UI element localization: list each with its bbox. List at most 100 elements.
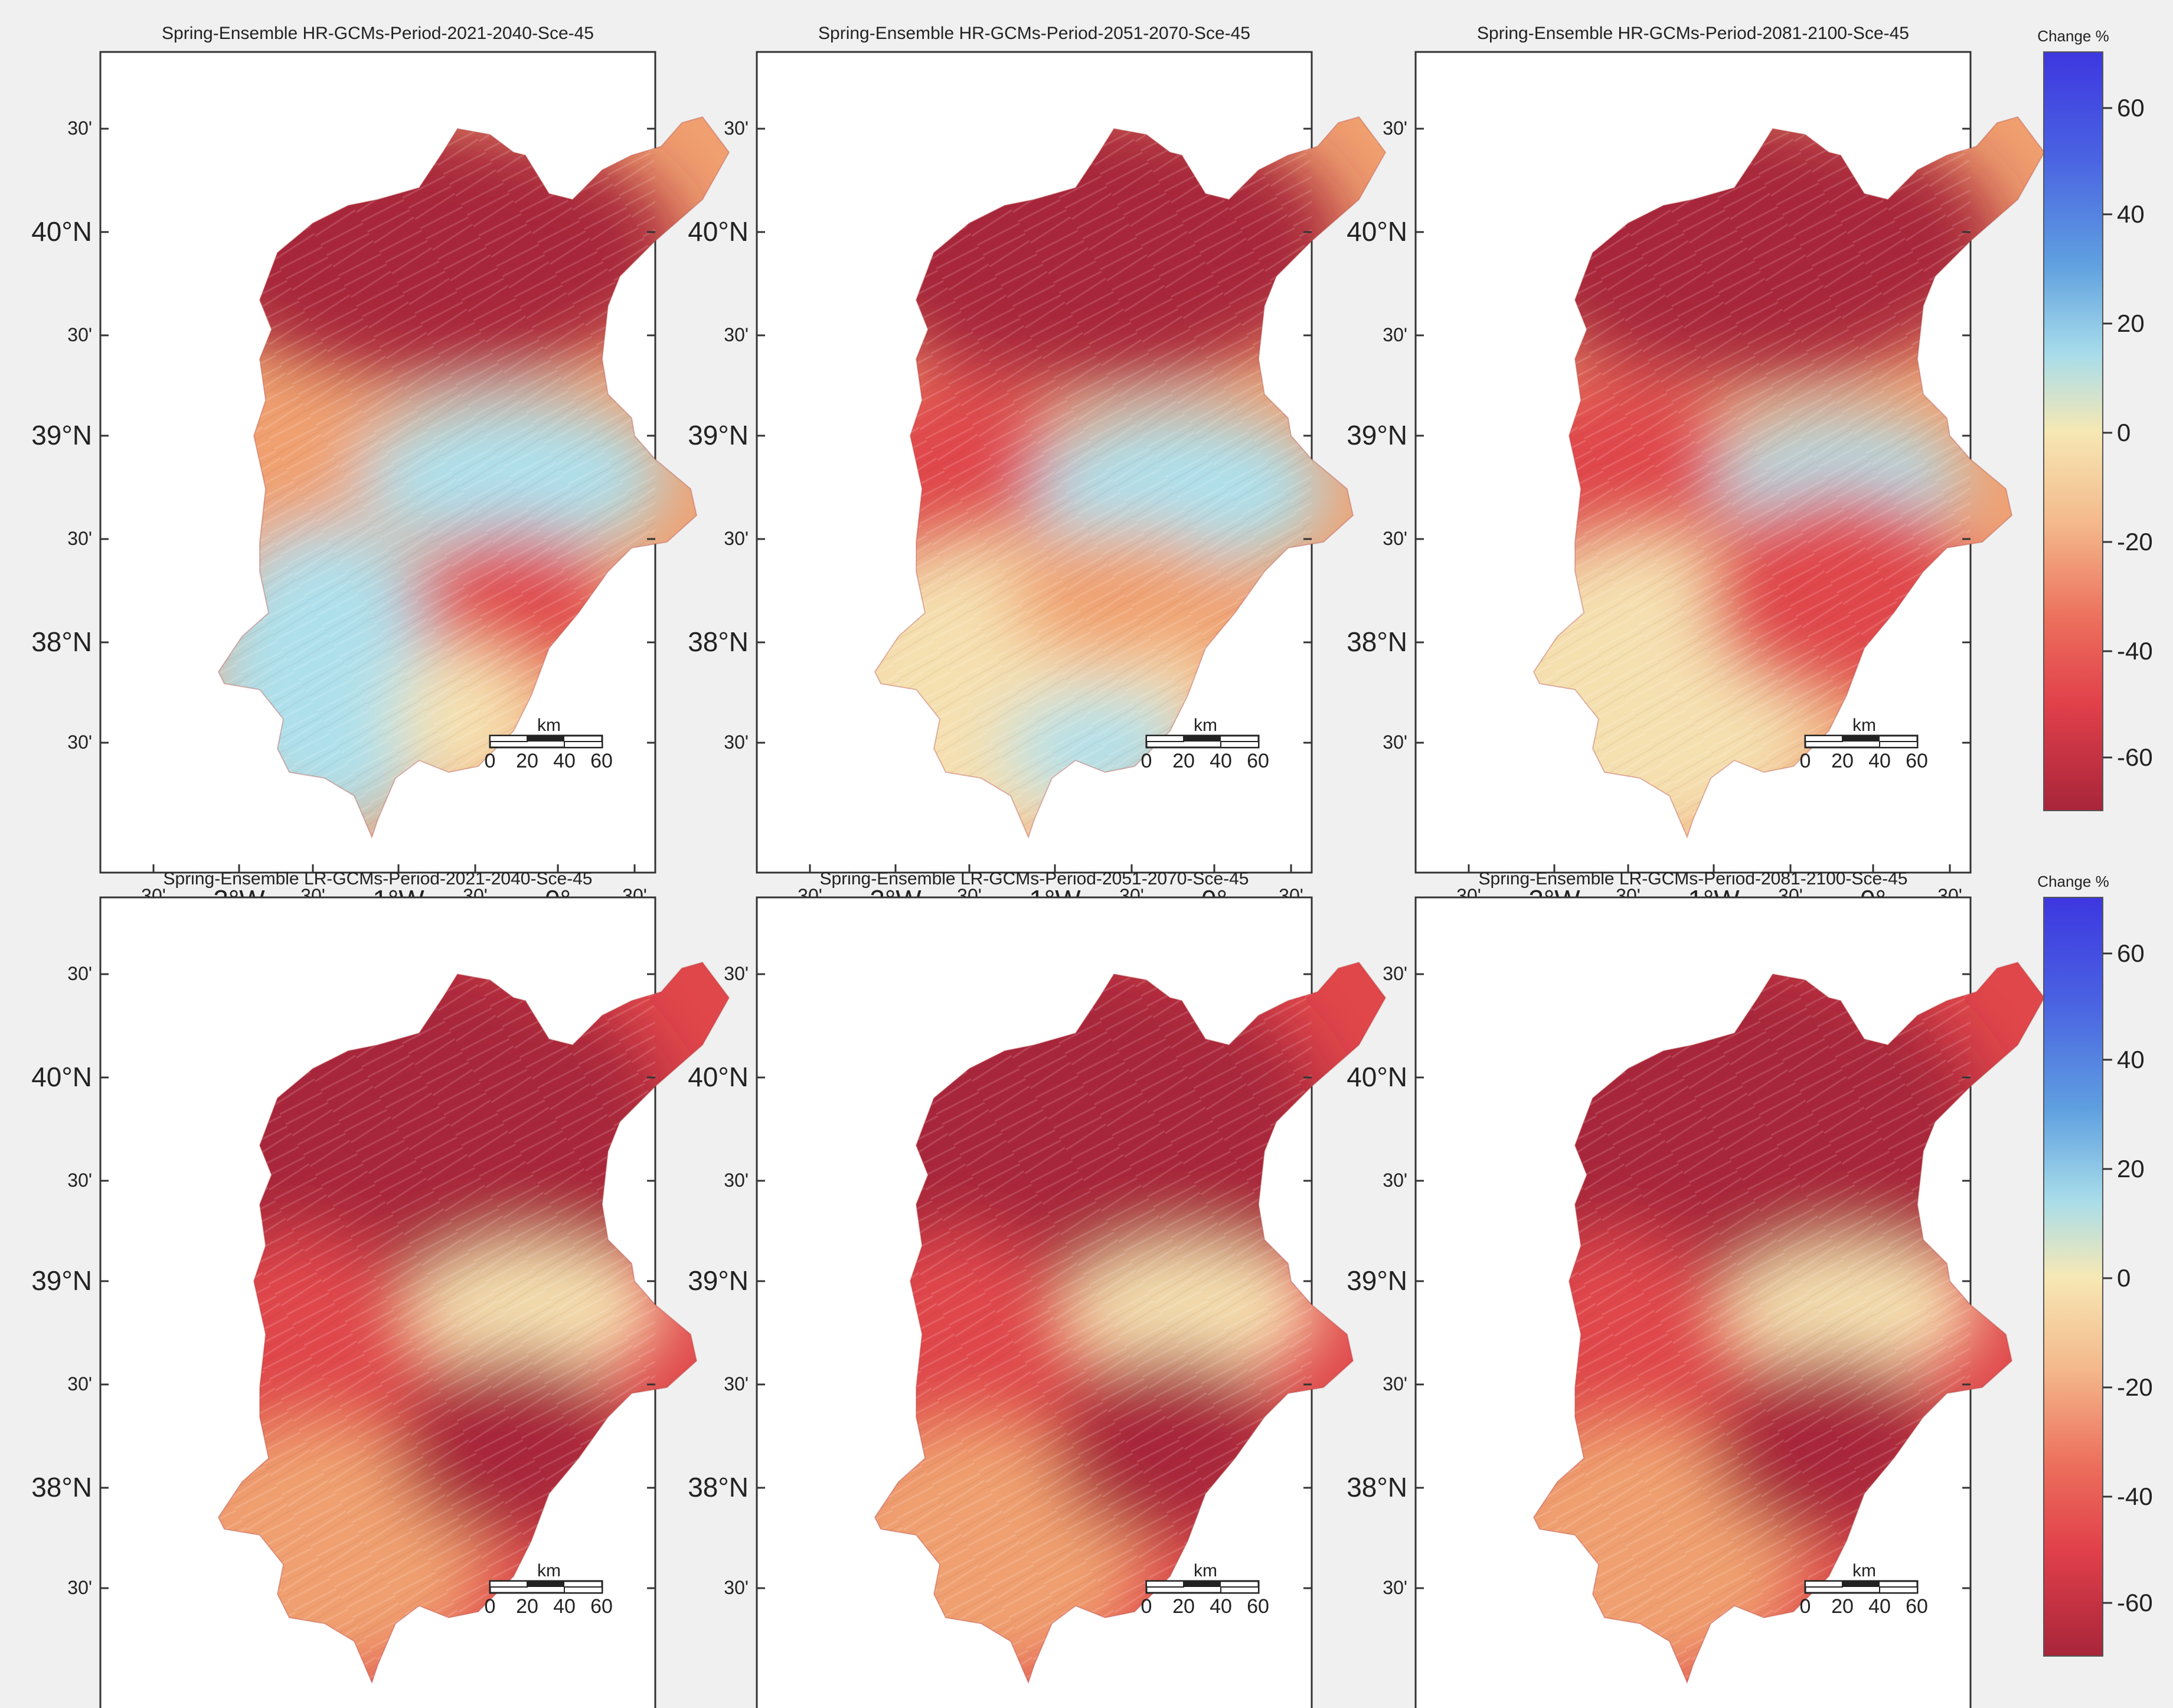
colorbar-tick-label: 40: [2117, 1046, 2145, 1073]
lat-label: 30': [724, 731, 749, 753]
scale-tick-label: 20: [1172, 750, 1195, 772]
lat-label: 39°N: [31, 1265, 92, 1296]
lat-label: 38°N: [31, 1472, 92, 1503]
scale-tick-label: 40: [1868, 750, 1891, 772]
lat-label: 39°N: [1347, 420, 1407, 450]
scale-tick-label: 0: [485, 1595, 496, 1618]
panel-title: Spring-Ensemble HR-GCMs-Period-2081-2100…: [1477, 24, 1909, 43]
colorbar-title: Change %: [2037, 27, 2109, 45]
colorbar-tick-label: 0: [2117, 419, 2130, 446]
scale-tick-label: 20: [1172, 1595, 1195, 1618]
scale-tick-label: 60: [1906, 750, 1928, 772]
map-panel: Spring-Ensemble LR-GCMs-Period-2081-2100…: [1347, 869, 2045, 1708]
colorbar-ramp: [2043, 51, 2103, 811]
colorbar-tick-label: 60: [2117, 939, 2145, 967]
scale-bar: km 0 20 40 60: [1141, 716, 1269, 772]
colorbar-ramp: [2043, 897, 2103, 1657]
panel-title: Spring-Ensemble LR-GCMs-Period-2081-2100…: [1479, 869, 1908, 889]
lat-label: 30': [724, 1577, 749, 1598]
colorbar-tick-label: 20: [2117, 1155, 2145, 1183]
colorbar-tick-label: 0: [2117, 1264, 2130, 1292]
lat-label: 30': [724, 963, 749, 984]
lat-label: 30': [724, 1170, 749, 1191]
scale-tick-label: 40: [1210, 750, 1232, 772]
lat-label: 40°N: [1347, 1062, 1407, 1092]
lat-label: 39°N: [1347, 1265, 1407, 1296]
lat-label: 30': [67, 963, 92, 984]
scale-tick-label: 0: [1141, 1595, 1152, 1618]
lat-label: 40°N: [31, 216, 92, 247]
lat-label: 38°N: [1347, 1472, 1407, 1503]
lat-label: 38°N: [688, 626, 749, 657]
lat-label: 30': [1383, 1373, 1407, 1395]
scale-tick-label: 60: [1247, 1595, 1269, 1618]
scale-tick-label: 20: [516, 750, 538, 772]
scale-tick-label: 40: [1868, 1595, 1891, 1618]
scale-tick-label: 0: [1800, 1595, 1811, 1618]
lat-label: 30': [67, 1577, 92, 1598]
lat-label: 30': [724, 117, 749, 139]
scale-tick-label: 20: [516, 1595, 538, 1618]
scale-tick-label: 40: [1210, 1595, 1232, 1618]
colorbar-tick-label: -20: [2117, 1373, 2153, 1401]
colorbar-tick-label: -60: [2117, 743, 2153, 771]
colorbar-tick-label: 40: [2117, 200, 2145, 228]
lat-label: 30': [1383, 731, 1407, 753]
scale-tick-label: 20: [1831, 750, 1854, 772]
colorbar-tick-label: -60: [2117, 1589, 2153, 1616]
colorbar: Change % 60 40 20 0 -20 -40 -60: [2037, 873, 2153, 1657]
lat-label: 40°N: [688, 1062, 749, 1092]
scale-bar: km 0 20 40 60: [1800, 716, 1928, 772]
scale-tick-label: 60: [590, 750, 613, 772]
lat-label: 39°N: [31, 420, 92, 450]
scale-tick-label: 40: [553, 750, 576, 772]
map-panel: Spring-Ensemble LR-GCMs-Period-2051-2070…: [688, 869, 1386, 1708]
lat-label: 30': [724, 1373, 749, 1395]
lat-label: 38°N: [688, 1472, 749, 1503]
panel-title: Spring-Ensemble LR-GCMs-Period-2051-2070…: [820, 869, 1249, 889]
panel-title: Spring-Ensemble HR-GCMs-Period-2021-2040…: [162, 24, 594, 43]
lat-label: 30': [724, 324, 749, 345]
colorbar: Change % 60 40 20 0 -20 -40 -60: [2037, 27, 2153, 811]
map-panel: Spring-Ensemble HR-GCMs-Period-2051-2070…: [688, 24, 1386, 915]
lat-label: 40°N: [1347, 216, 1407, 247]
lat-label: 39°N: [688, 420, 749, 450]
colorbar-title: Change %: [2037, 873, 2109, 890]
panel-title: Spring-Ensemble HR-GCMs-Period-2051-2070…: [818, 24, 1250, 43]
lat-label: 30': [724, 528, 749, 549]
map-panel: Spring-Ensemble HR-GCMs-Period-2081-2100…: [1347, 24, 2045, 915]
scale-bar: km 0 20 40 60: [485, 1561, 613, 1618]
scale-unit: km: [1194, 1561, 1217, 1580]
lat-label: 30': [67, 117, 92, 139]
lat-label: 30': [67, 1170, 92, 1191]
lat-label: 40°N: [688, 216, 749, 247]
lat-label: 38°N: [1347, 626, 1407, 657]
lat-label: 30': [1383, 324, 1407, 345]
scale-bar: km 0 20 40 60: [485, 716, 613, 772]
scale-tick-label: 0: [1800, 750, 1811, 772]
scale-tick-label: 60: [1906, 1595, 1928, 1618]
scale-tick-label: 0: [485, 750, 496, 772]
lat-label: 30': [1383, 117, 1407, 139]
lat-label: 30': [1383, 963, 1407, 984]
lat-label: 30': [67, 1373, 92, 1395]
lat-label: 30': [67, 324, 92, 345]
scale-bar: km 0 20 40 60: [1141, 1561, 1269, 1618]
colorbar-tick-label: -40: [2117, 637, 2153, 665]
scale-unit: km: [1852, 716, 1876, 735]
colorbar-tick-label: -40: [2117, 1482, 2153, 1510]
scale-unit: km: [1194, 716, 1217, 735]
scale-unit: km: [1852, 1561, 1876, 1580]
scale-unit: km: [537, 716, 561, 735]
scale-unit: km: [537, 1561, 561, 1580]
colorbar-tick-label: -20: [2117, 528, 2153, 556]
colorbar-tick-label: 20: [2117, 309, 2145, 337]
lat-label: 40°N: [31, 1062, 92, 1092]
scale-tick-label: 40: [553, 1595, 576, 1618]
scale-tick-label: 0: [1141, 750, 1152, 772]
lat-label: 39°N: [688, 1265, 749, 1296]
lat-label: 30': [1383, 1170, 1407, 1191]
lat-label: 38°N: [31, 626, 92, 657]
lat-label: 30': [1383, 528, 1407, 549]
colorbar-tick-label: 60: [2117, 94, 2145, 122]
